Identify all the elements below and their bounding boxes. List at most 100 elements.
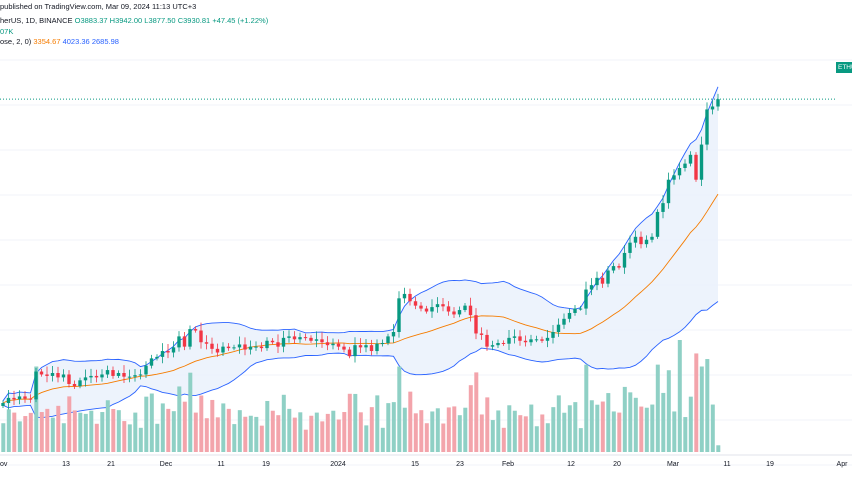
volume-bar <box>617 412 622 452</box>
candle-body <box>562 318 566 325</box>
candle-body <box>303 337 308 339</box>
volume-bar <box>567 405 572 452</box>
volume-bar <box>116 410 121 452</box>
candle-body <box>496 342 500 346</box>
volume-bar <box>529 404 534 452</box>
candle-body <box>133 375 137 377</box>
candle-body <box>281 337 286 347</box>
candle-body <box>710 106 715 110</box>
candle-body <box>39 371 44 375</box>
volume-bar <box>50 417 55 452</box>
volume-bar <box>232 424 237 452</box>
volume-bar <box>380 427 385 452</box>
volume-bar <box>155 423 160 452</box>
candle-body <box>331 343 335 346</box>
candle-body <box>287 336 291 338</box>
volume-bar <box>182 401 187 452</box>
bollinger-legend: ose, 2, 0) 3354.67 4023.36 2685.98 <box>0 37 119 46</box>
volume-bar <box>210 399 215 452</box>
volume-bar <box>215 417 220 452</box>
candle-body <box>573 308 577 313</box>
volume-bar <box>298 412 303 452</box>
candle-body <box>655 211 660 237</box>
candle-body <box>578 308 583 310</box>
candle-body <box>336 343 341 347</box>
volume-bar <box>309 415 314 452</box>
candle-body <box>221 346 225 353</box>
publish-info: published on TradingView.com, Mar 09, 20… <box>0 2 197 11</box>
x-axis-label: 12 <box>567 461 575 468</box>
candle-body <box>243 344 247 350</box>
volume-bar <box>419 410 424 452</box>
candle-body <box>28 398 33 400</box>
candle-body <box>182 336 187 347</box>
candle-body <box>611 266 616 271</box>
volume-bar <box>122 421 127 452</box>
candle-body <box>501 342 506 344</box>
candle-body <box>358 345 363 348</box>
volume-bar <box>265 400 270 452</box>
candle-body <box>633 236 638 243</box>
candle-body <box>210 343 214 349</box>
candle-body <box>589 285 594 290</box>
candle-body <box>292 336 297 340</box>
candle-body <box>215 348 220 353</box>
candle-body <box>12 397 16 400</box>
volume-bar <box>325 413 330 452</box>
volume-bar <box>287 408 292 452</box>
volume-bar <box>699 366 704 452</box>
candle-body <box>551 332 555 338</box>
candle-body <box>606 270 610 284</box>
candle-body <box>237 344 242 348</box>
x-axis-label: 21 <box>107 461 115 468</box>
volume-bar <box>204 418 209 452</box>
candle-body <box>155 356 159 359</box>
x-axis-label: 11 <box>723 461 730 468</box>
candle-body <box>353 345 357 357</box>
candle-body <box>534 339 539 341</box>
volume-bar <box>347 393 352 452</box>
volume-bar <box>452 406 457 452</box>
last-price-tag: ETHU <box>836 62 852 73</box>
candle-body <box>314 339 319 341</box>
candle-body <box>584 289 588 309</box>
candle-body <box>523 340 528 343</box>
volume-bar <box>424 423 429 452</box>
candle-body <box>622 252 627 268</box>
volume-bar <box>716 445 721 452</box>
candle-body <box>226 346 231 349</box>
volume-bar <box>644 407 649 452</box>
volume-bar <box>397 366 402 452</box>
candle-body <box>430 307 434 312</box>
candle-body <box>408 293 412 302</box>
volume-bar <box>595 404 600 452</box>
candle-body <box>683 163 687 168</box>
candle-body <box>105 370 110 375</box>
candle-body <box>699 144 704 180</box>
volume-bar <box>375 395 380 452</box>
volume-bar <box>314 412 319 452</box>
candle-body <box>166 351 170 353</box>
candle-body <box>490 345 495 347</box>
candle-body <box>545 337 550 341</box>
x-axis-label: 13 <box>62 461 70 468</box>
candle-body <box>391 332 396 337</box>
candle-body <box>204 342 209 344</box>
candle-body <box>705 109 709 145</box>
candle-body <box>122 373 126 377</box>
volume-bar <box>573 402 578 452</box>
x-axis-label: 19 <box>766 461 774 468</box>
candle-body <box>435 304 440 308</box>
candle-body <box>364 345 368 348</box>
candle-body <box>595 277 599 286</box>
volume-bar <box>364 425 369 452</box>
candle-body <box>716 99 720 107</box>
candle-body <box>276 342 280 347</box>
candle-body <box>188 329 192 347</box>
high-value: H3942.00 <box>109 16 143 25</box>
volume-bar <box>177 386 182 452</box>
candle-body <box>628 242 632 253</box>
candle-body <box>468 305 473 316</box>
volume-bar <box>611 411 616 452</box>
